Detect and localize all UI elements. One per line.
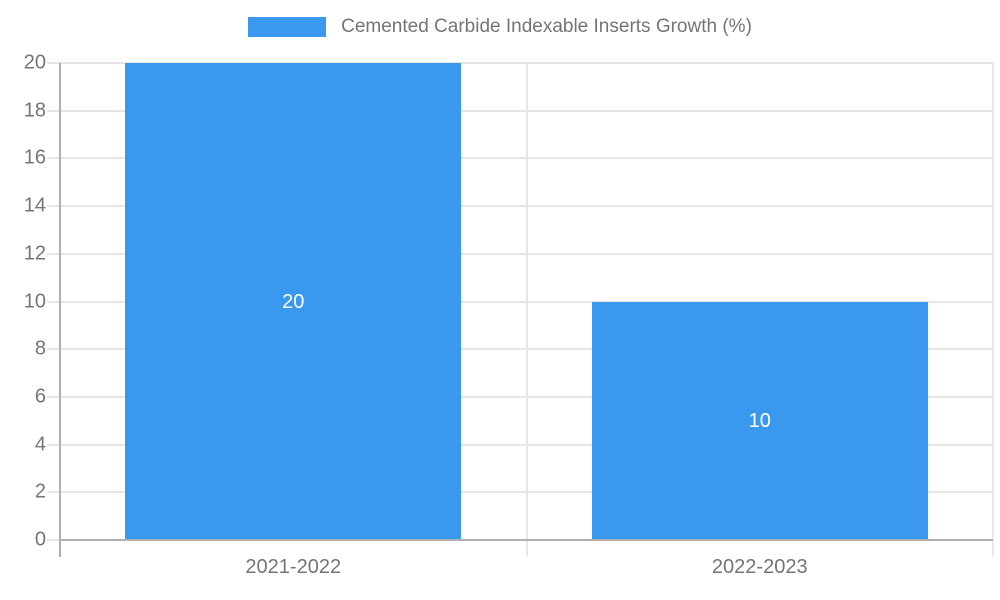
gridline-y-18 xyxy=(47,109,993,112)
x-tick-label-2021-2022: 2021-2022 xyxy=(245,556,342,578)
x-tick-label-2022-2023: 2022-2023 xyxy=(711,556,808,578)
y-tick-label-0: 0 xyxy=(34,528,46,551)
x-axis-line xyxy=(60,539,993,541)
y-axis-line xyxy=(59,63,61,557)
y-tick-label-8: 8 xyxy=(34,337,46,360)
legend: Cemented Carbide Indexable Inserts Growt… xyxy=(0,16,1000,38)
gridline-y-20 xyxy=(47,62,993,64)
gridline-y-14 xyxy=(47,205,993,208)
y-tick-label-2: 2 xyxy=(34,480,46,503)
y-tick-label-18: 18 xyxy=(23,99,46,122)
y-tick-label-16: 16 xyxy=(23,146,46,169)
gridline-y-2 xyxy=(47,491,993,494)
gridline-y-10 xyxy=(47,300,993,303)
category-divider-line xyxy=(525,63,528,556)
bar-value-label: 10 xyxy=(748,409,771,432)
y-tick-label-4: 4 xyxy=(34,433,46,456)
gridline-y-4 xyxy=(47,443,993,446)
gridline-y-12 xyxy=(47,252,993,255)
gridline-y-16 xyxy=(47,157,993,160)
bar-2022-2023[interactable]: 10 xyxy=(591,301,928,540)
y-tick-label-20: 20 xyxy=(23,51,46,74)
plot-area: 0 2 4 6 8 10 12 14 16 18 20 20 2021-2022 10 2022-2023 xyxy=(24,52,994,578)
legend-label: Cemented Carbide Indexable Inserts Growt… xyxy=(341,16,752,37)
legend-swatch-icon xyxy=(248,17,327,37)
y-tick-label-6: 6 xyxy=(34,385,46,408)
bar-value-label: 20 xyxy=(282,290,305,313)
y-tick-label-12: 12 xyxy=(23,242,46,265)
gridline-y-6 xyxy=(47,395,993,398)
y-tick-label-14: 14 xyxy=(23,194,46,217)
plot-right-border xyxy=(992,62,994,556)
legend-item[interactable]: Cemented Carbide Indexable Inserts Growt… xyxy=(248,16,752,38)
gridline-y-8 xyxy=(47,348,993,351)
y-tick-label-10: 10 xyxy=(23,290,46,312)
bar-2021-2022[interactable]: 20 xyxy=(125,63,462,540)
